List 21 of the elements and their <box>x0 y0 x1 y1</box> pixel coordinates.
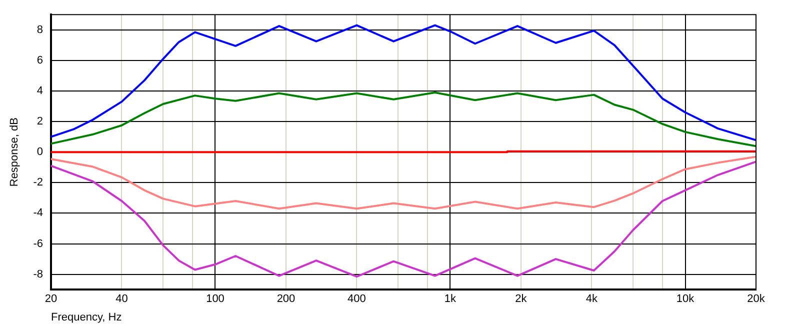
x-tick-label: 200 <box>276 293 296 306</box>
x-tick-label: 1k <box>444 293 457 306</box>
y-tick-label: -8 <box>33 268 43 280</box>
x-tick-label: 400 <box>348 293 366 306</box>
x-axis-title: Frequency, Hz <box>50 311 122 324</box>
y-tick-label: -2 <box>33 176 43 189</box>
x-tick-label: 4k <box>586 293 598 306</box>
y-tick-label: -6 <box>33 238 43 250</box>
y-tick-label: 4 <box>36 85 43 98</box>
x-tick-label: 10k <box>676 293 695 306</box>
y-tick-label: 6 <box>36 54 43 66</box>
y-tick-label: 2 <box>36 116 43 128</box>
x-tick-label: 20k <box>747 293 766 306</box>
x-tick-label: 2k <box>515 293 528 306</box>
y-tick-label: 0 <box>36 146 43 158</box>
y-tick-label: -4 <box>33 207 43 220</box>
y-axis-title: Response, dB <box>8 118 21 187</box>
x-tick-label: 100 <box>206 293 224 306</box>
x-tick-label: 40 <box>116 293 128 306</box>
y-tick-label: 8 <box>36 24 43 36</box>
x-tick-label: 20 <box>44 293 58 306</box>
